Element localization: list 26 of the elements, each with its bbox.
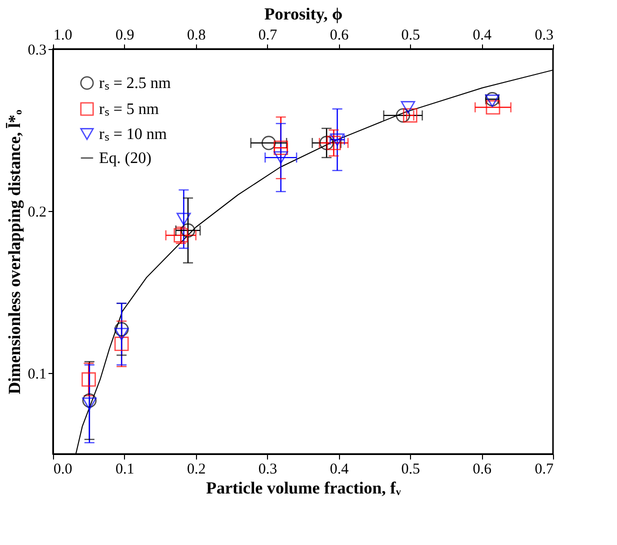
x2-tick-label: 0.7: [258, 28, 278, 44]
x2-tick-label: 1.0: [54, 28, 72, 44]
x-tick-label: 0.2: [186, 462, 206, 478]
x2-tick-label: 0.3: [534, 28, 554, 44]
legend-label: Eq. (20): [99, 150, 152, 167]
legend-label: rₛ = 10 nm: [99, 126, 168, 143]
x2-tick-label: 0.9: [116, 28, 134, 44]
x-tick-label: 0.0: [54, 462, 72, 478]
y-axis-title: Dimensionless overlapping distance, l̄*ₒ: [4, 110, 24, 394]
x-axis-title: Particle volume fraction, fᵥ: [206, 478, 402, 498]
x2-axis-title: Porosity, ϕ: [264, 4, 343, 24]
x-tick-label: 0.5: [401, 462, 420, 478]
y-tick-label: 0.3: [28, 42, 46, 58]
legend-label: rₛ = 2.5 nm: [99, 75, 172, 92]
x-tick-label: 0.1: [116, 462, 134, 478]
y-tick-label: 0.1: [28, 366, 46, 382]
x-tick-label: 0.4: [330, 462, 350, 478]
x2-tick-label: 0.6: [330, 28, 350, 44]
x2-tick-label: 0.5: [401, 28, 420, 44]
y-tick-label: 0.2: [28, 204, 46, 220]
x2-tick-label: 0.4: [472, 28, 492, 44]
x-tick-label: 0.7: [534, 462, 554, 478]
legend-label: rₛ = 5 nm: [99, 101, 160, 118]
x-tick-label: 0.6: [472, 462, 492, 478]
x2-tick-label: 0.8: [186, 28, 206, 44]
x-tick-label: 0.3: [258, 462, 278, 478]
